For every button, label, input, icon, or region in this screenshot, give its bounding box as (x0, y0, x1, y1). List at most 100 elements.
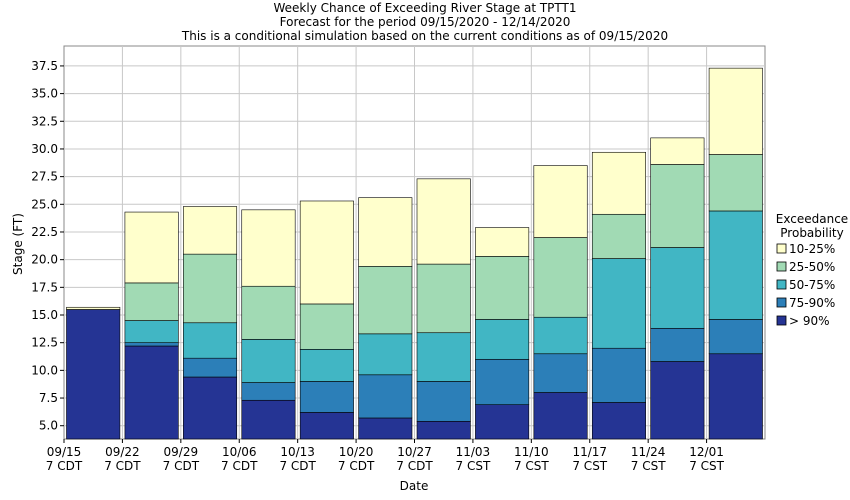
bar-segment-75-90 (475, 358, 530, 405)
bar-segment-25-50 (183, 253, 238, 324)
bar-segment-50-75 (299, 349, 354, 382)
x-tick-label-tz: 7 CST (514, 459, 549, 473)
y-tick-label: 10.0 (31, 363, 58, 377)
bar-week-4 (241, 209, 296, 440)
bar-segment-75-90 (591, 347, 646, 403)
bar-week-7 (416, 178, 471, 440)
x-tick-label-tz: 7 CDT (279, 459, 316, 473)
bar-segment-75-90 (650, 327, 705, 362)
bar-segment-10-25 (416, 178, 471, 265)
x-tick-label-tz: 7 CDT (338, 459, 375, 473)
bar-segment-gt90 (533, 392, 588, 440)
bar-segment-50-75 (533, 316, 588, 355)
y-tick-label: 30.0 (31, 142, 58, 156)
bar-week-9 (533, 165, 588, 440)
bar-week-1 (66, 306, 121, 440)
x-tick-label-tz: 7 CDT (163, 459, 200, 473)
bar-segment-10-25 (475, 227, 530, 257)
bar-week-10 (591, 151, 646, 440)
bar-segment-10-25 (533, 165, 588, 238)
bar-segment-10-25 (66, 306, 121, 310)
bar-segment-gt90 (66, 309, 121, 440)
x-tick-label-date: 09/15 (47, 445, 82, 459)
x-axis-label: Date (400, 479, 429, 493)
bar-segment-gt90 (416, 420, 471, 440)
chart-subtitle: Forecast for the period 09/15/2020 - 12/… (280, 15, 571, 29)
bar-segment-75-90 (416, 381, 471, 422)
y-axis-ticks: 5.0 7.5 10.0 12.5 15.0 17.5 20.0 22.5 25.0 27.5 30… (31, 59, 64, 433)
x-tick-label-date: 12/01 (689, 445, 724, 459)
bar-segment-25-50 (124, 282, 179, 321)
x-tick-label-date: 10/13 (280, 445, 315, 459)
bar-segment-50-75 (475, 319, 530, 360)
y-tick-label: 25.0 (31, 197, 58, 211)
bar-segment-75-90 (183, 357, 238, 378)
bar-segment-10-25 (241, 209, 296, 287)
legend-title-line2: Probability (780, 226, 843, 240)
y-tick-label: 20.0 (31, 253, 58, 267)
x-tick-label-date: 11/17 (572, 445, 607, 459)
bar-week-11 (650, 137, 705, 440)
bar-segment-75-90 (299, 381, 354, 413)
x-tick-label-date: 10/06 (222, 445, 257, 459)
bar-segment-25-50 (358, 266, 413, 335)
bar-week-3 (183, 206, 238, 440)
y-tick-label: 17.5 (31, 280, 58, 294)
x-tick-label-date: 10/27 (397, 445, 432, 459)
x-tick-label-date: 11/10 (514, 445, 549, 459)
bar-segment-75-90 (124, 342, 179, 347)
bar-week-2 (124, 211, 179, 440)
bar-segment-10-25 (358, 197, 413, 267)
bar-segment-50-75 (708, 210, 763, 320)
legend-item: 25-50% (776, 260, 835, 274)
bar-week-12 (708, 67, 763, 440)
x-tick-label-tz: 7 CDT (396, 459, 433, 473)
legend-swatch (776, 279, 787, 290)
bar-segment-50-75 (650, 247, 705, 329)
legend-label: 10-25% (789, 242, 835, 256)
bar-segment-gt90 (650, 361, 705, 440)
bar-segment-25-50 (241, 285, 296, 340)
bar-segment-50-75 (591, 258, 646, 349)
bar-segment-gt90 (124, 345, 179, 440)
y-tick-label: 22.5 (31, 225, 58, 239)
bar-segment-10-25 (591, 151, 646, 215)
x-tick-label-tz: 7 CDT (104, 459, 141, 473)
y-tick-label: 27.5 (31, 170, 58, 184)
x-tick-label-tz: 7 CDT (46, 459, 83, 473)
bars (66, 67, 763, 440)
x-tick-label-date: 09/29 (164, 445, 199, 459)
bar-segment-10-25 (124, 211, 179, 284)
chart-title: Weekly Chance of Exceeding River Stage a… (274, 1, 577, 15)
bar-segment-25-50 (591, 213, 646, 259)
x-tick-label-date: 09/22 (105, 445, 140, 459)
legend-label: 75-90% (789, 296, 835, 310)
legend-items: 10-25% 25-50% 50-75% 75-90% > 90% (776, 242, 835, 328)
bar-segment-50-75 (358, 333, 413, 376)
grid-lines (64, 46, 765, 439)
bar-segment-50-75 (241, 339, 296, 383)
bar-segment-25-50 (533, 237, 588, 318)
legend-title-line1: Exceedance (776, 212, 848, 226)
y-tick-label: 35.0 (31, 87, 58, 101)
legend-label: 25-50% (789, 260, 835, 274)
legend-item: 75-90% (776, 296, 835, 310)
legend-item: > 90% (776, 314, 830, 328)
bar-segment-50-75 (183, 322, 238, 359)
bar-week-5 (299, 200, 354, 440)
x-tick-label-date: 11/03 (456, 445, 491, 459)
x-tick-label-date: 11/24 (631, 445, 666, 459)
legend-label: > 90% (789, 314, 830, 328)
x-tick-label-tz: 7 CST (456, 459, 491, 473)
bar-segment-gt90 (708, 353, 763, 440)
x-tick-label-date: 10/20 (339, 445, 374, 459)
y-axis-label: Stage (FT) (11, 213, 25, 275)
y-tick-label: 32.5 (31, 114, 58, 128)
y-tick-label: 15.0 (31, 308, 58, 322)
y-tick-label: 37.5 (31, 59, 58, 73)
legend-item: 50-75% (776, 278, 835, 292)
legend-swatch (776, 315, 787, 326)
bar-segment-25-50 (475, 256, 530, 320)
bar-segment-75-90 (241, 382, 296, 401)
